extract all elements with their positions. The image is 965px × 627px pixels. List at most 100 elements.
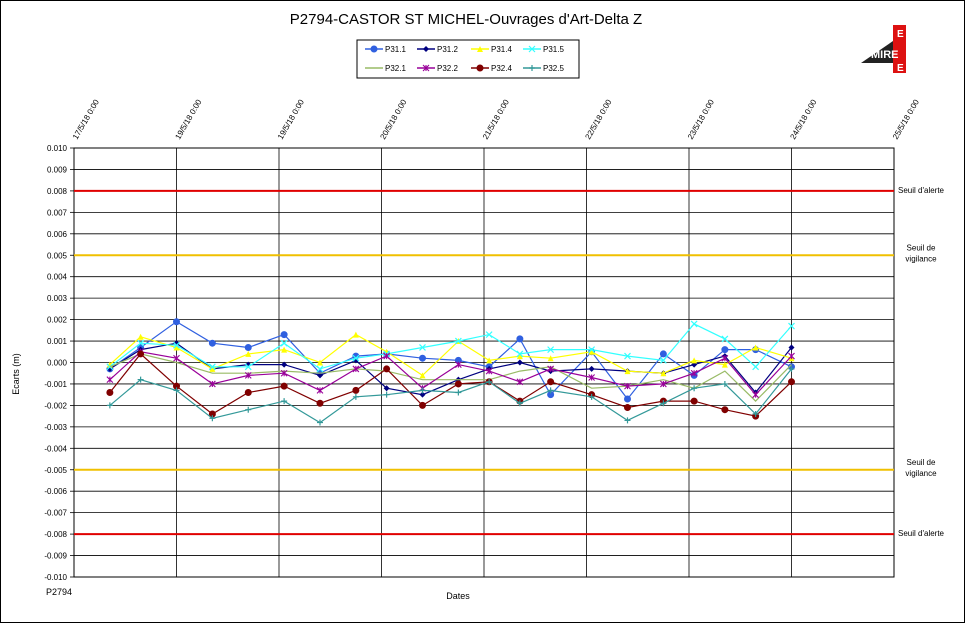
data-point (454, 380, 462, 388)
svg-text:E: E (897, 29, 904, 40)
data-point (454, 361, 462, 369)
data-point (624, 368, 631, 375)
data-point (137, 339, 145, 347)
data-point (454, 337, 462, 345)
data-point (547, 346, 555, 354)
data-point (352, 331, 359, 338)
chart-title: P2794-CASTOR ST MICHEL-Ouvrages d'Art-De… (290, 11, 642, 28)
data-point (547, 355, 554, 362)
data-point (245, 406, 252, 413)
data-point (352, 386, 360, 394)
data-point (383, 352, 391, 360)
data-point (788, 378, 795, 386)
data-point (691, 385, 698, 392)
data-point (280, 382, 288, 390)
legend-label: P31.1 (385, 45, 406, 54)
data-point (486, 378, 493, 385)
data-point (485, 367, 493, 375)
x-tick-label: 24/5/18 0:00 (788, 97, 818, 141)
data-point (486, 357, 493, 364)
legend-item: P32.1 (365, 64, 406, 73)
x-tick-label: 20/5/18 0:00 (378, 97, 408, 141)
data-point (485, 331, 493, 339)
data-point (280, 331, 288, 339)
legend-label: P31.2 (437, 45, 458, 54)
data-point (422, 64, 430, 72)
x-tick-label: 25/5/18 0:00 (891, 97, 921, 141)
data-point (244, 389, 252, 397)
data-point (588, 346, 596, 354)
legend-item: P32.4 (471, 64, 512, 73)
y-tick-label: 0.005 (47, 251, 68, 260)
data-point (209, 415, 216, 422)
y-tick-label: -0.008 (44, 530, 67, 539)
data-point (624, 352, 631, 360)
data-point (588, 365, 595, 372)
svg-text:E: E (897, 63, 904, 74)
data-point (690, 320, 698, 328)
data-point (208, 380, 216, 388)
data-point (173, 344, 180, 351)
data-point (624, 395, 631, 403)
y-axis-label: Ecarts (m) (11, 353, 21, 395)
legend-item: P32.5 (523, 64, 564, 73)
data-point (588, 393, 595, 400)
data-point (516, 353, 523, 360)
y-tick-label: 0.010 (47, 144, 68, 153)
y-tick-label: 0.008 (47, 187, 68, 196)
series-p32-5 (106, 365, 795, 426)
grid-lines (74, 147, 895, 578)
data-point (788, 322, 795, 330)
y-tick-label: 0.000 (47, 359, 68, 368)
y-tick-label: -0.003 (44, 423, 67, 432)
data-point (752, 363, 760, 371)
x-tick-label: 19/5/18 0:00 (173, 97, 203, 141)
data-point (455, 389, 462, 396)
threshold-label-line: vigilance (905, 469, 937, 478)
series-line (109, 353, 792, 402)
legend-item: P32.2 (417, 64, 458, 73)
data-point (528, 45, 536, 53)
series-p32-1 (109, 353, 792, 402)
data-point (752, 391, 760, 399)
series-p31-5 (106, 320, 795, 373)
mire-logo: E E MIRE (861, 25, 913, 74)
data-point (721, 335, 729, 343)
data-point (106, 363, 114, 371)
threshold-label-line: vigilance (905, 254, 937, 263)
series-p32-2 (106, 348, 795, 399)
threshold-label: Seuil d'alerte (898, 529, 945, 538)
data-point (516, 350, 524, 358)
data-point (245, 350, 252, 357)
data-point (691, 357, 698, 364)
data-point (208, 363, 216, 371)
y-tick-label: 0.007 (47, 208, 68, 217)
data-point (588, 374, 596, 381)
x-tick-label: 19/5/18 0:00 (276, 97, 306, 141)
x-tick-label: 17/5/18 0:00 (71, 97, 101, 141)
data-point (690, 397, 698, 405)
y-axis: 0.010 0.009 0.008 0.007 0.006 0.005 0.004 0.003… (44, 144, 74, 582)
data-point (516, 335, 524, 343)
data-point (317, 372, 323, 379)
y-tick-label: -0.004 (44, 444, 67, 453)
data-point (529, 65, 535, 71)
data-point (209, 365, 216, 372)
data-point (423, 46, 429, 52)
data-point (660, 370, 667, 377)
data-point (624, 417, 631, 424)
data-point (106, 376, 114, 384)
y-tick-label: 0.004 (47, 273, 68, 282)
data-point (383, 391, 390, 398)
threshold-lines: Seuil d'alerte Seuil de vigilance Seuil de v… (74, 186, 945, 538)
data-point (106, 389, 114, 397)
x-tick-label: 21/5/18 0:00 (481, 97, 511, 141)
data-point (788, 365, 795, 372)
data-point (244, 371, 252, 379)
legend-label: P32.5 (543, 64, 564, 73)
data-point (721, 346, 729, 354)
x-axis-label: Dates (446, 591, 470, 601)
x-axis: 17/5/18 0:00 19/5/18 0:00 19/5/18 0:00 20/5… (71, 97, 921, 141)
x-tick-label: 22/5/18 0:00 (583, 97, 613, 141)
